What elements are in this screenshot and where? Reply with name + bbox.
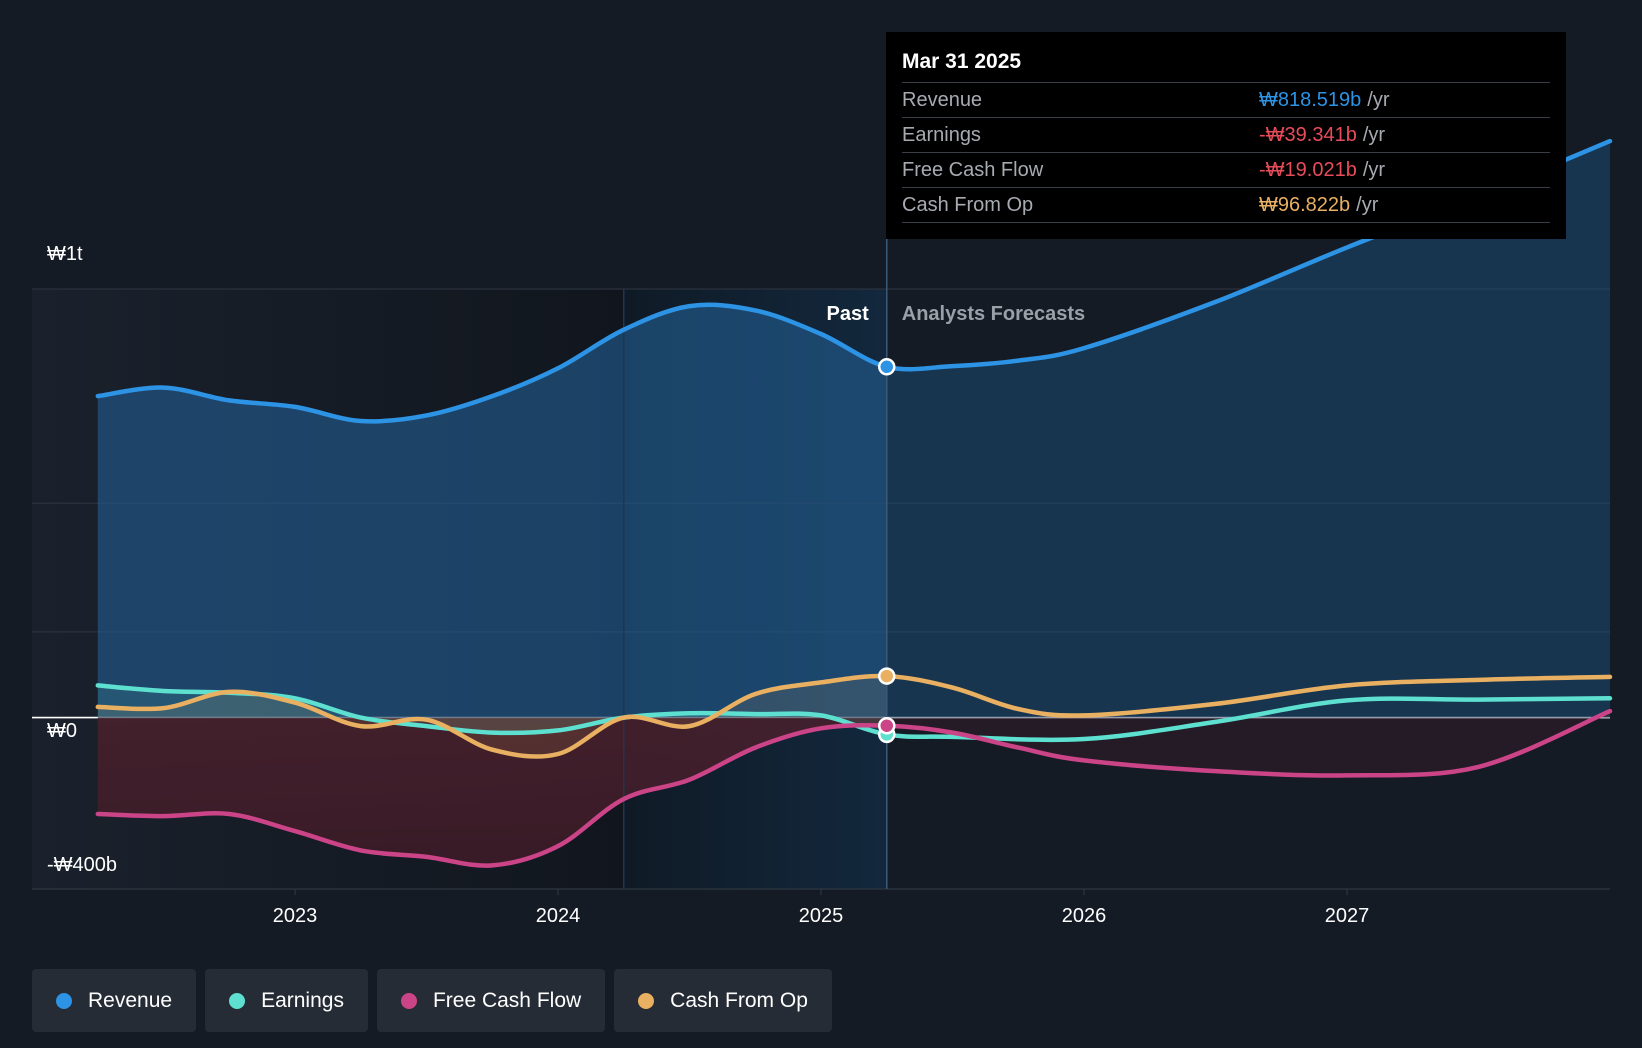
tooltip-row-label: Free Cash Flow xyxy=(902,158,1044,181)
tooltip-row-unit: /yr xyxy=(1362,123,1386,146)
tooltip-row-earnings: Earnings -₩39.341b /yr xyxy=(902,117,1550,152)
legend-item-revenue[interactable]: Revenue xyxy=(32,969,197,1032)
tooltip-row-value: ₩96.822b xyxy=(1259,193,1351,216)
tooltip: Mar 31 2025 Revenue ₩818.519b /yr Earnin… xyxy=(886,32,1566,239)
tooltip-row-cash-from-op: Cash From Op ₩96.822b /yr xyxy=(902,187,1550,223)
cash-from-op-line xyxy=(95,673,1613,759)
revenue-marker xyxy=(878,358,896,376)
y-label-top: ₩1t xyxy=(47,243,83,265)
x-axis-ticks: 2023 2024 2025 2026 2027 xyxy=(273,889,1370,927)
tooltip-row-label: Revenue xyxy=(902,88,983,111)
x-tick-label: 2023 xyxy=(273,905,318,927)
legend-dot-icon xyxy=(638,992,655,1009)
revenue-line xyxy=(95,138,1613,424)
tooltip-row-value: ₩818.519b xyxy=(1259,88,1362,111)
tooltip-date: Mar 31 2025 xyxy=(902,50,1022,73)
legend-item-earnings[interactable]: Earnings xyxy=(205,969,368,1032)
free-cash-flow-area-past xyxy=(97,717,887,866)
hover-markers xyxy=(878,358,896,744)
forecast-label: Analysts Forecasts xyxy=(902,303,1085,325)
tooltip-row-value: -₩19.021b xyxy=(1259,158,1357,181)
tooltip-row-revenue: Revenue ₩818.519b /yr xyxy=(902,82,1550,117)
legend-dot-icon xyxy=(400,992,417,1009)
tooltip-row-label: Earnings xyxy=(902,123,981,146)
past-label: Past xyxy=(827,303,870,325)
free-cash-flow-area xyxy=(97,711,1610,866)
earnings-line xyxy=(95,683,1613,743)
legend-label: Earnings xyxy=(261,988,344,1012)
series-lines xyxy=(95,138,1613,868)
tooltip-row-value: -₩39.341b xyxy=(1259,123,1357,146)
tooltip-row-unit: /yr xyxy=(1362,158,1386,181)
cash-from-op-marker xyxy=(878,667,896,685)
y-label-bottom: -₩400b xyxy=(47,854,118,876)
x-tick-label: 2025 xyxy=(799,905,844,927)
legend-dot-icon xyxy=(229,992,246,1009)
tooltip-row-free-cash-flow: Free Cash Flow -₩19.021b /yr xyxy=(902,152,1550,187)
x-tick-label: 2026 xyxy=(1062,905,1107,927)
earnings-area-past xyxy=(97,685,887,735)
free-cash-flow-line xyxy=(95,708,1613,868)
revenue-area xyxy=(97,141,1610,718)
tooltip-row-unit: /yr xyxy=(1356,193,1379,216)
tooltip-row-unit: /yr xyxy=(1367,88,1390,111)
x-tick-label: 2027 xyxy=(1325,905,1370,927)
legend-label: Free Cash Flow xyxy=(432,988,582,1012)
tooltip-row-label: Cash From Op xyxy=(902,193,1034,216)
legend-item-free-cash-flow[interactable]: Free Cash Flow xyxy=(376,969,606,1032)
y-label-zero: ₩0 xyxy=(47,720,77,742)
legend-label: Cash From Op xyxy=(670,988,808,1012)
legend-dot-icon xyxy=(56,992,72,1009)
legend-item-cash-from-op[interactable]: Cash From Op xyxy=(614,969,832,1032)
legend: Revenue Earnings Free Cash Flow Cash Fro… xyxy=(32,969,832,1032)
legend-label: Revenue xyxy=(88,988,173,1012)
free-cash-flow-marker xyxy=(878,716,896,735)
cash-from-op-area-past xyxy=(97,675,887,757)
x-tick-label: 2024 xyxy=(536,905,581,927)
